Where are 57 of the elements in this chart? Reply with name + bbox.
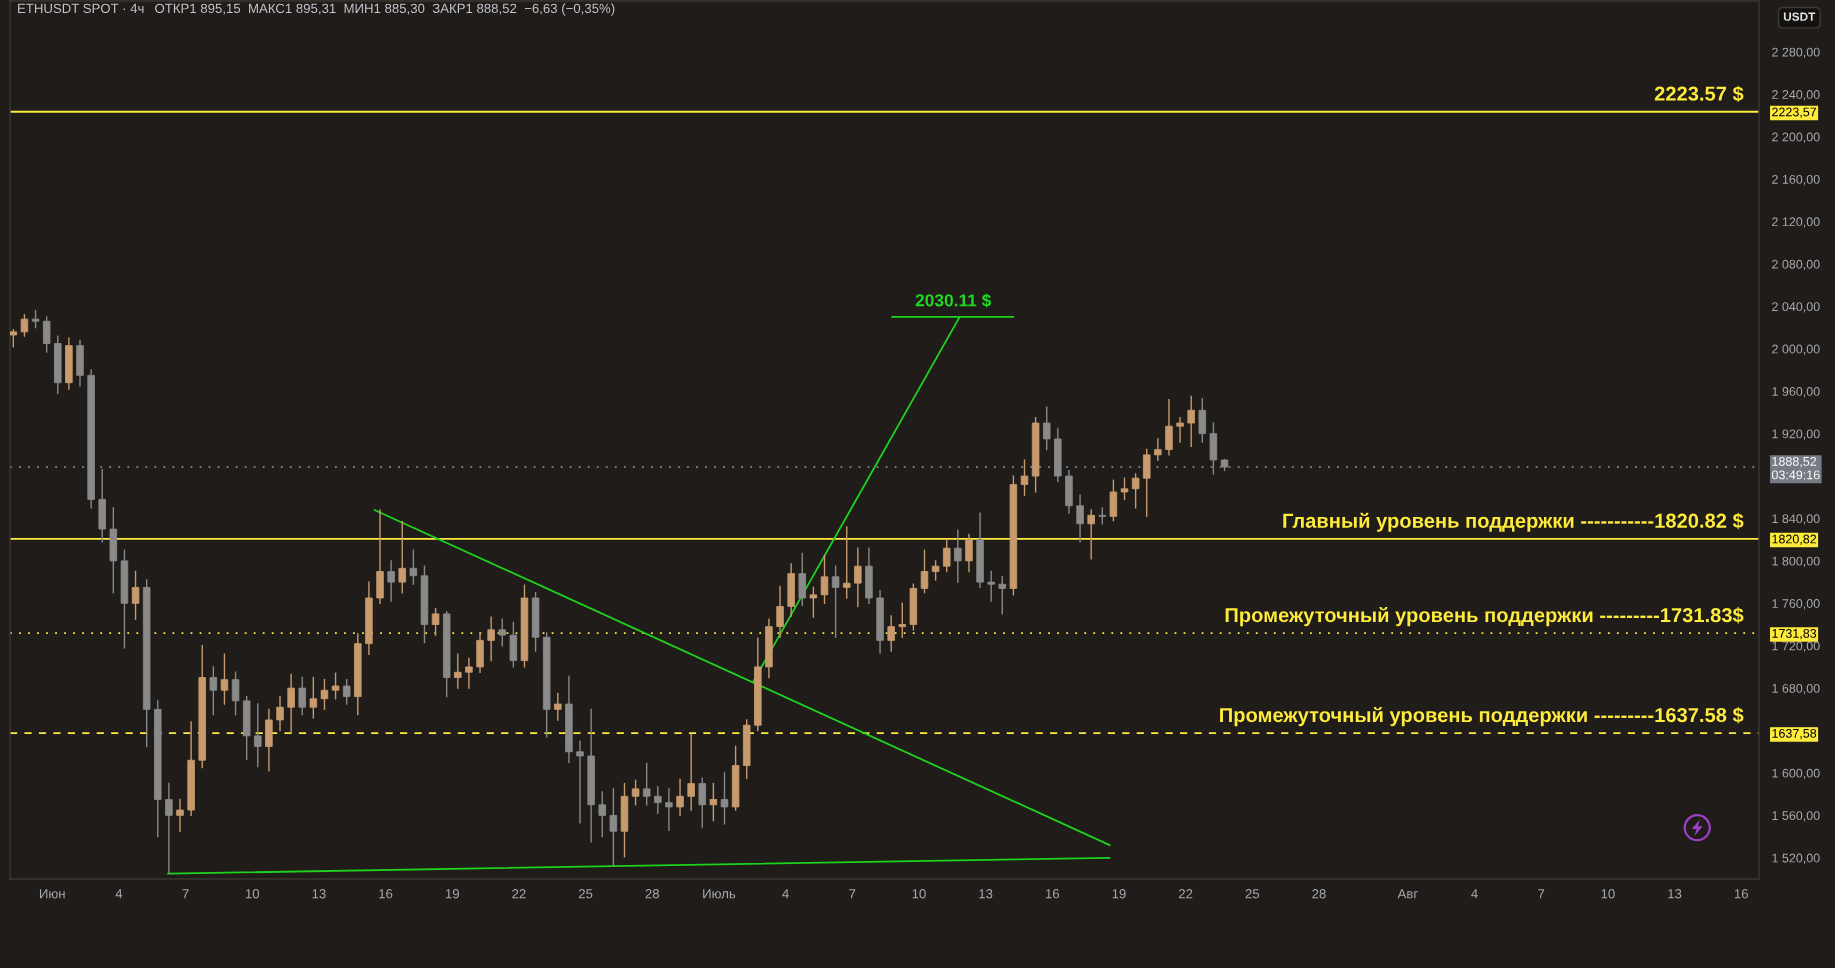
ref-line-label: Главный уровень поддержки -----------1820.82 $ [1283,512,1744,532]
x-tick-label: 7 [849,889,856,899]
y-tick-label: 2223,57 [1772,107,1817,118]
y-tick-label: 2 120,00 [1772,217,1820,228]
x-tick-label: 4 [782,889,789,899]
y-tick-label: 1637,58 [1772,728,1817,740]
x-tick-label: 13 [979,889,993,899]
x-tick-label: 16 [1734,889,1748,899]
annotation: 2030.11 $ [915,293,992,308]
y-tick-label: 1820,82 [1772,534,1817,545]
chart-subtitle: ОТКР1 895,15 МАКС1 895,31 МИН1 885,30 ЗАКР1 888,52 −6,63 (−0,35%) [155,3,615,16]
y-tick-label: 1 600,00 [1772,768,1820,780]
ref-line-label: Промежуточный уровень поддержки ---------1731.83$ [1225,607,1744,627]
x-tick-label: 28 [645,889,660,899]
ref-line-label: Промежуточный уровень поддержки ---------1637.58 $ [1220,707,1744,727]
x-tick-label: 25 [1245,889,1260,899]
y-tick-label: 2 200,00 [1772,132,1820,143]
y-tick-label: 1 720,00 [1772,641,1820,652]
y-tick-label: 2 040,00 [1772,302,1820,313]
x-tick-label: 7 [1538,889,1545,899]
x-tick-label: 4 [115,889,123,899]
chart-title: ETHUSDT SPOT · 4ч [18,3,144,14]
x-tick-label: 22 [512,889,526,899]
y-tick-label: 1 520,00 [1772,853,1820,864]
y-tick-label: 2 240,00 [1772,90,1820,101]
y-tick-label: 1731,83 [1772,628,1817,640]
y-tick-label: 1 680,00 [1772,683,1820,695]
x-tick-label: 16 [379,889,393,899]
x-tick-label: 10 [1601,889,1615,899]
x-tick-label: 22 [1178,889,1193,899]
x-tick-label: Июн [39,889,65,899]
y-tick-label: 1 800,00 [1772,556,1820,568]
x-tick-label: 16 [1045,889,1060,899]
y-tick-label: 1 920,00 [1772,429,1820,440]
x-tick-label: 10 [245,889,260,899]
x-tick-label: 7 [182,889,189,899]
y-tick-label: 1 760,00 [1772,599,1820,610]
x-tick-label: 28 [1312,889,1326,899]
y-axis-title: USDT [1783,12,1816,21]
x-tick-label: 13 [1668,889,1682,899]
ref-line-label: 2223.57 $ [1654,85,1744,103]
y-tick-label: 1 560,00 [1772,811,1820,822]
y-tick-label: 1888,52 03:49:16 [1771,456,1820,480]
x-tick-label: 19 [445,889,459,899]
x-tick-label: 19 [1112,889,1126,899]
y-tick-label: 2 000,00 [1772,344,1820,355]
y-tick-label: 1 960,00 [1772,387,1820,398]
y-tick-label: 1 840,00 [1772,514,1820,525]
x-tick-label: 13 [312,889,326,899]
x-tick-label: 25 [578,889,593,899]
y-tick-label: 2 080,00 [1772,259,1820,271]
x-tick-label: Авг [1397,889,1418,899]
y-tick-label: 2 280,00 [1772,47,1820,59]
y-tick-label: 2 160,00 [1772,174,1820,186]
x-tick-label: 4 [1471,889,1478,899]
x-tick-label: 10 [912,889,926,899]
x-tick-label: Июль [703,889,736,899]
